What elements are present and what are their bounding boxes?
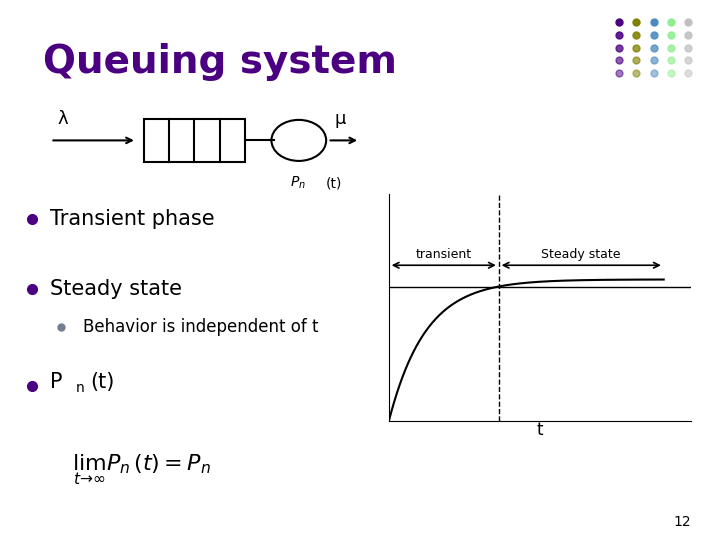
Text: $P_n$: $P_n$ (290, 175, 306, 191)
Text: Steady state: Steady state (50, 279, 182, 299)
X-axis label: t: t (536, 421, 544, 439)
Text: transient: transient (415, 248, 472, 261)
Bar (144, 119, 245, 162)
Text: $\lim_{t \to \infty} P_n(t) = P_n$: $\lim_{t \to \infty} P_n(t) = P_n$ (72, 453, 211, 487)
Text: (t): (t) (90, 372, 114, 393)
Text: n: n (76, 381, 84, 395)
Text: (t): (t) (326, 176, 343, 190)
Text: Queuing system: Queuing system (43, 43, 397, 81)
Circle shape (271, 120, 326, 161)
Text: Steady state: Steady state (541, 248, 621, 261)
Text: μ: μ (335, 110, 346, 128)
Text: Behavior is independent of t: Behavior is independent of t (83, 318, 318, 336)
Text: Transient phase: Transient phase (50, 208, 215, 229)
Text: P: P (50, 372, 63, 393)
Text: λ: λ (58, 110, 68, 128)
Text: 12: 12 (674, 515, 691, 529)
